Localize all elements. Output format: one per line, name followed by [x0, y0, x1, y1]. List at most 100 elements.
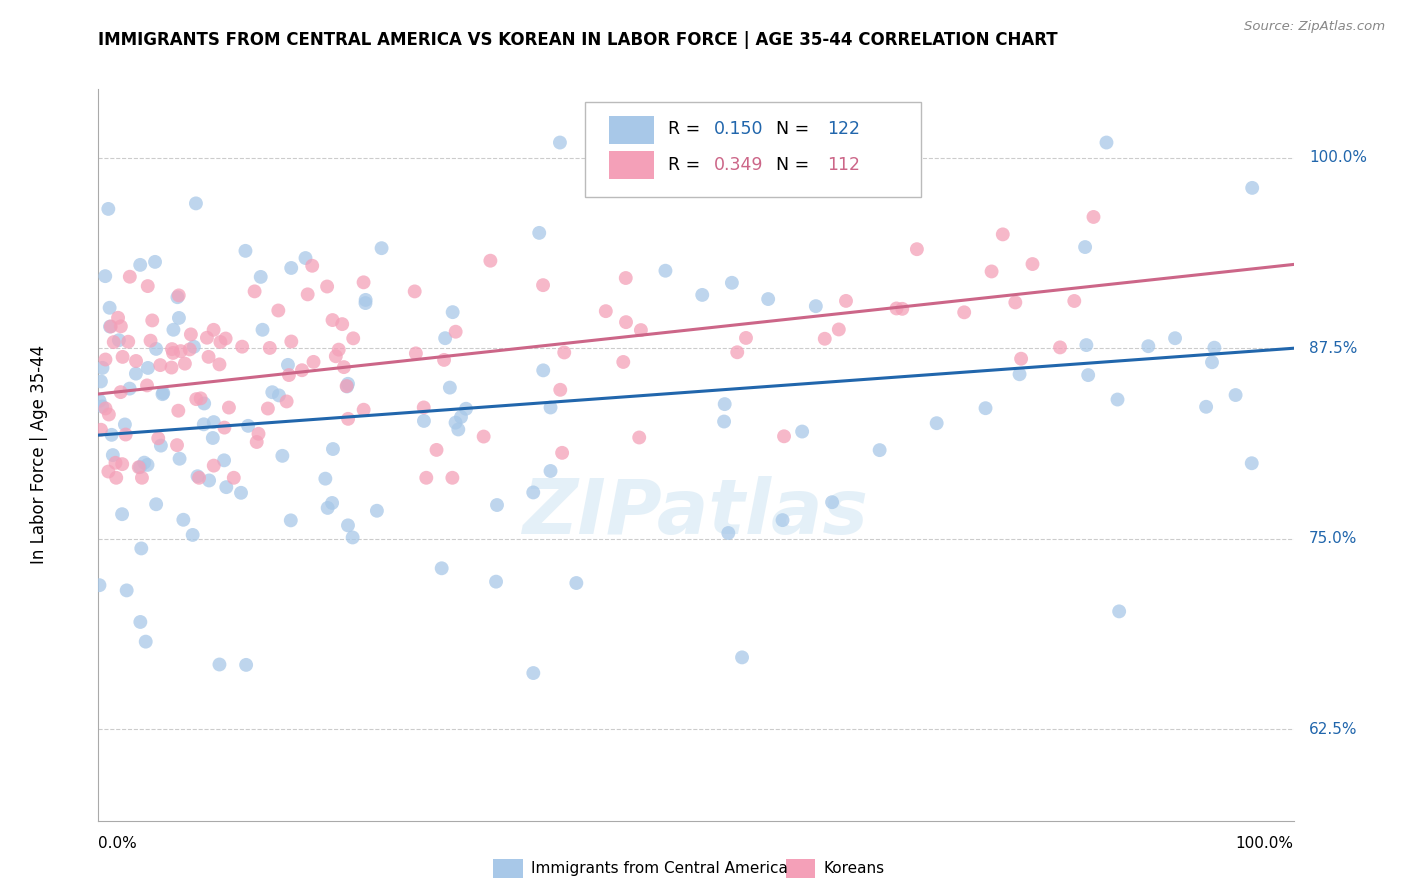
Point [90, 375, 112, 389]
Point [314, 472, 336, 486]
Point [276, 394, 298, 409]
Point [725, 345, 748, 359]
Point [267, 388, 290, 402]
FancyBboxPatch shape [609, 152, 654, 179]
Point [280, 513, 302, 527]
Point [1008, 368, 1031, 382]
Point [405, 346, 427, 360]
Point [111, 507, 134, 521]
FancyBboxPatch shape [585, 102, 921, 197]
Point [105, 471, 128, 485]
Point [97, 408, 120, 422]
Point [792, 425, 814, 439]
Point [280, 260, 302, 275]
Point [129, 460, 152, 475]
Point [828, 322, 851, 336]
Text: In Labor Force | Age 35-44: In Labor Force | Age 35-44 [30, 345, 48, 565]
Point [195, 331, 218, 345]
Point [337, 412, 360, 426]
Point [731, 650, 754, 665]
Point [412, 401, 434, 415]
Point [125, 354, 148, 368]
Text: 62.5%: 62.5% [1309, 722, 1358, 737]
Point [297, 287, 319, 301]
Point [354, 296, 377, 310]
Point [215, 480, 238, 494]
Point [103, 335, 125, 350]
Point [485, 574, 508, 589]
Point [302, 355, 325, 369]
Point [548, 383, 571, 397]
Point [654, 264, 676, 278]
Point [143, 255, 166, 269]
Point [441, 305, 464, 319]
Point [231, 340, 253, 354]
Point [167, 288, 190, 302]
Point [447, 422, 470, 436]
Point [277, 358, 299, 372]
Point [690, 288, 713, 302]
Point [713, 397, 735, 411]
Point [108, 333, 131, 347]
Point [280, 334, 302, 349]
Point [190, 392, 212, 406]
Text: 100.0%: 100.0% [1309, 150, 1367, 165]
Point [548, 136, 571, 150]
Point [905, 242, 928, 256]
Text: 112: 112 [827, 155, 860, 174]
FancyBboxPatch shape [609, 116, 654, 145]
Point [129, 541, 152, 556]
Point [181, 528, 204, 542]
Point [136, 279, 159, 293]
Point [89, 393, 111, 408]
Point [247, 426, 270, 441]
Point [353, 276, 375, 290]
Point [425, 442, 447, 457]
Point [186, 392, 208, 406]
Point [322, 313, 344, 327]
Point [208, 657, 231, 672]
Point [118, 269, 141, 284]
Point [118, 382, 141, 396]
Point [540, 464, 562, 478]
Point [925, 416, 948, 430]
Point [328, 343, 350, 357]
Point [301, 259, 323, 273]
Point [891, 301, 914, 316]
Text: 75.0%: 75.0% [1309, 532, 1357, 546]
Point [321, 496, 343, 510]
Point [174, 357, 197, 371]
Point [717, 526, 740, 541]
Point [630, 323, 652, 337]
Point [529, 226, 551, 240]
Point [612, 355, 634, 369]
Point [991, 227, 1014, 242]
Point [114, 427, 136, 442]
Point [565, 576, 588, 591]
Point [869, 443, 891, 458]
Point [721, 276, 744, 290]
Point [472, 429, 495, 443]
Point [149, 358, 172, 372]
Point [413, 414, 436, 428]
Point [1095, 136, 1118, 150]
Point [243, 285, 266, 299]
Point [167, 403, 190, 417]
Point [404, 285, 426, 299]
Point [1021, 257, 1043, 271]
Point [208, 358, 231, 372]
Point [198, 474, 221, 488]
Point [316, 279, 339, 293]
Point [444, 325, 467, 339]
Point [197, 350, 219, 364]
Point [804, 299, 827, 313]
Point [214, 332, 236, 346]
Point [134, 456, 156, 470]
Text: 0.349: 0.349 [714, 155, 763, 174]
Point [111, 457, 134, 471]
Point [136, 378, 159, 392]
Point [148, 431, 170, 445]
Point [160, 360, 183, 375]
Point [1108, 604, 1130, 618]
Point [366, 504, 388, 518]
